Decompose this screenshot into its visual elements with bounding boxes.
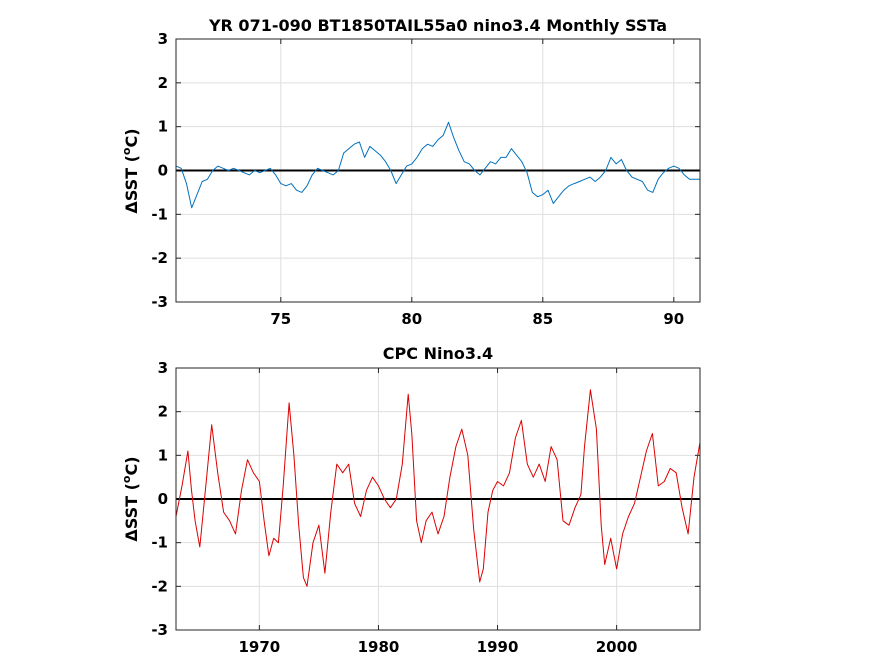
x-tick-label: 90 <box>663 310 684 328</box>
y-tick-label: 3 <box>158 359 168 377</box>
series-layer <box>175 121 700 209</box>
y-axis-label: ΔSST (oC) <box>120 128 141 213</box>
y-tick-label: 2 <box>158 74 168 92</box>
y-tick-label: -1 <box>151 534 168 552</box>
x-tick-labels: 1970 1980 1990 2000 <box>238 638 637 656</box>
y-tick-label: 0 <box>158 162 168 180</box>
y-tick-label: 1 <box>158 118 168 136</box>
y-tick-labels: -3 -2 -1 0 1 2 3 <box>151 359 168 639</box>
y-tick-label: 2 <box>158 403 168 421</box>
x-tick-label: 80 <box>401 310 422 328</box>
series-line <box>175 389 701 587</box>
x-tick-label: 85 <box>532 310 553 328</box>
y-tick-label: 0 <box>158 490 168 508</box>
y-tick-label: -2 <box>151 249 168 267</box>
y-tick-label: 1 <box>158 446 168 464</box>
series-layer <box>175 389 701 587</box>
series-line <box>175 121 700 209</box>
x-tick-label: 75 <box>270 310 291 328</box>
x-tick-label: 2000 <box>596 638 638 656</box>
y-tick-label: -2 <box>151 577 168 595</box>
x-tick-label: 1980 <box>358 638 400 656</box>
chart-title: YR 071-090 BT1850TAIL55a0 nino3.4 Monthl… <box>208 16 667 35</box>
y-tick-label: -3 <box>151 293 168 311</box>
y-tick-label: 3 <box>158 30 168 48</box>
x-tick-labels: 75 80 85 90 <box>270 310 684 328</box>
x-tick-label: 1990 <box>477 638 519 656</box>
x-tick-label: 1970 <box>238 638 280 656</box>
y-tick-label: -3 <box>151 621 168 639</box>
axes-box <box>175 367 701 631</box>
y-axis-label: ΔSST (oC) <box>120 456 141 541</box>
chart-title: CPC Nino3.4 <box>383 344 493 363</box>
axes-box <box>175 38 701 303</box>
y-tick-labels: -3 -2 -1 0 1 2 3 <box>151 30 168 311</box>
y-tick-label: -1 <box>151 205 168 223</box>
panel-model-sst: 75 80 85 90 -3 -2 -1 0 1 2 3 YR 071-090 BT1850TAI… <box>120 16 701 328</box>
